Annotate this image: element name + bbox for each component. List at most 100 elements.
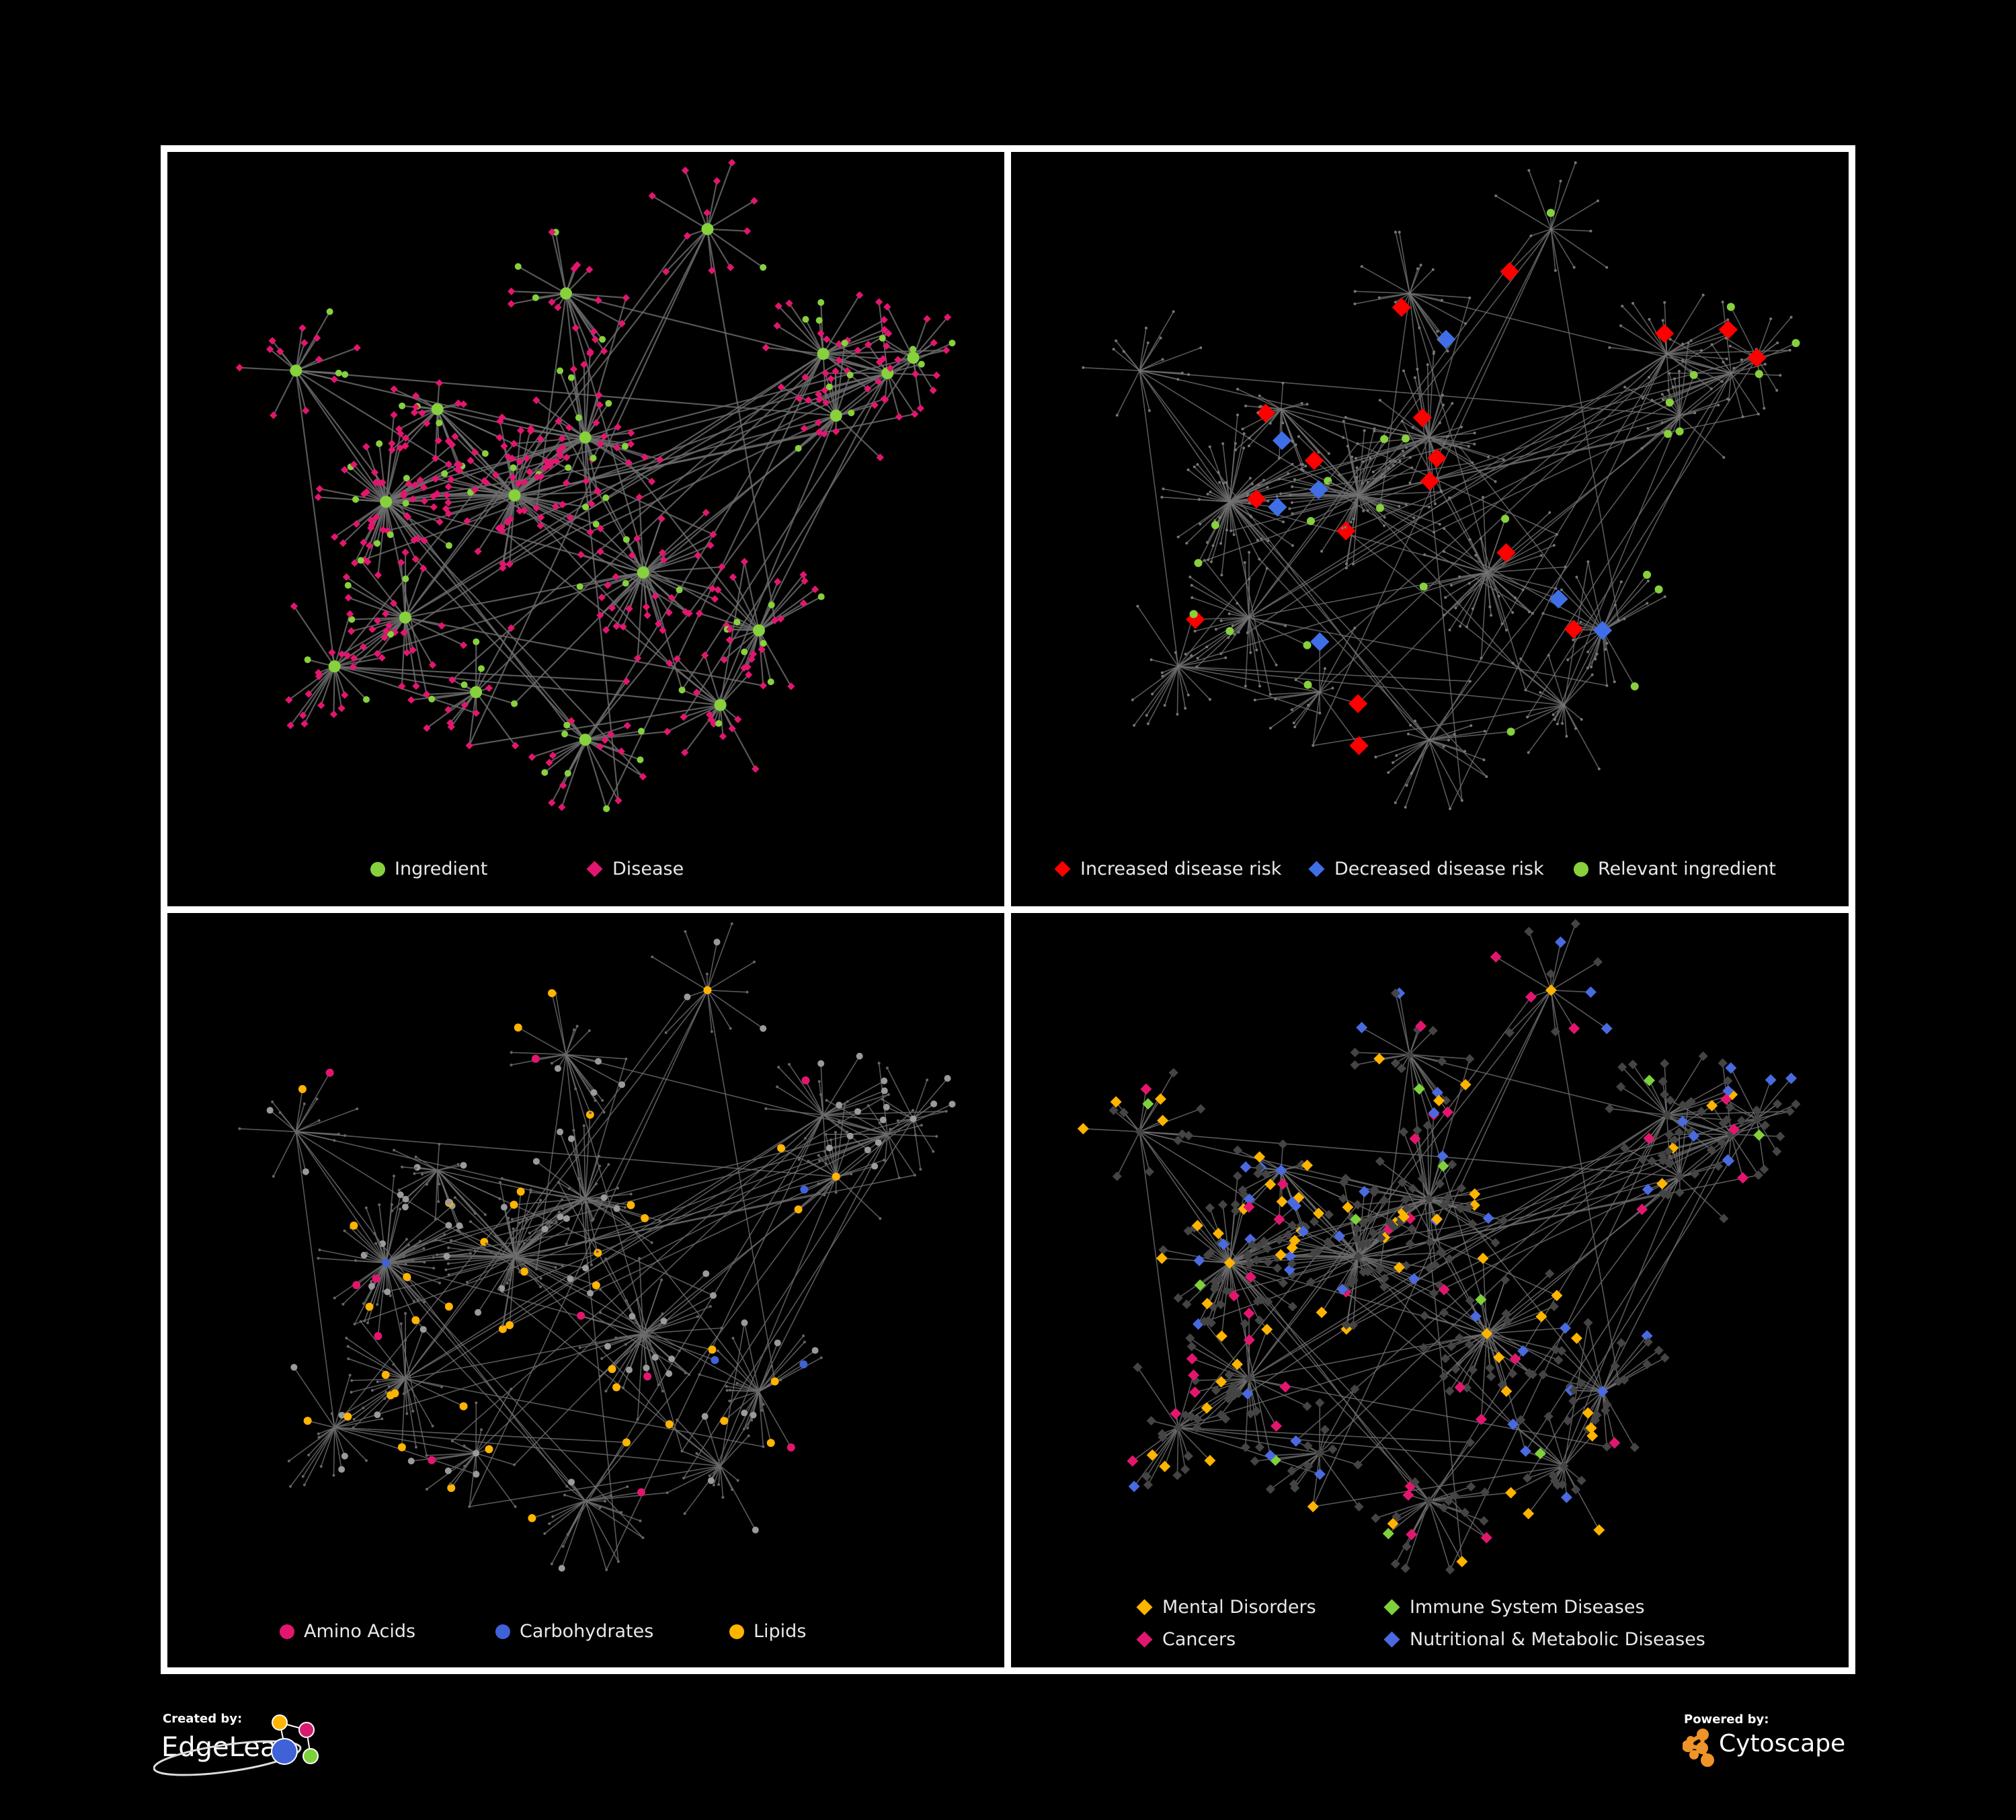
node: [391, 1210, 394, 1213]
disease-node: [911, 410, 919, 418]
edge: [1670, 338, 1732, 374]
disease-node: [713, 177, 721, 185]
node: [1246, 491, 1250, 495]
edge: [1358, 495, 1435, 533]
edge: [272, 1101, 296, 1132]
node: [944, 1109, 948, 1113]
disease-node: [559, 781, 567, 789]
node: [864, 1146, 871, 1154]
edge: [732, 576, 760, 631]
edge: [1357, 430, 1365, 496]
disease-node: [353, 344, 361, 352]
disease-node: [411, 481, 419, 489]
edge: [352, 617, 406, 668]
node: [1661, 319, 1664, 322]
node: [788, 1063, 791, 1066]
disease-node: [591, 335, 600, 344]
edge: [426, 1170, 438, 1185]
node: [522, 1242, 526, 1245]
edge: [1197, 464, 1230, 502]
lipid-node: [514, 1023, 522, 1032]
edge: [405, 617, 764, 686]
edge: [583, 364, 586, 438]
disease-node: [711, 595, 719, 603]
edge: [1666, 329, 1729, 355]
node: [1722, 456, 1726, 459]
immune-disease-node: [1194, 1279, 1206, 1291]
node: [1531, 612, 1534, 615]
edge: [1229, 613, 1250, 619]
node: [347, 1357, 350, 1360]
node: [1447, 738, 1451, 742]
disease-node: [759, 682, 768, 690]
edge: [1178, 1262, 1230, 1299]
edge: [334, 1427, 627, 1443]
node: [1460, 1507, 1470, 1517]
disease-node: [571, 324, 579, 332]
node: [537, 1234, 540, 1237]
disease-node: [800, 424, 809, 432]
node: [567, 1275, 574, 1283]
node: [1344, 566, 1348, 569]
edge: [1319, 1452, 1359, 1466]
node: [1423, 553, 1426, 556]
edge: [637, 572, 644, 659]
edge: [719, 1466, 724, 1498]
edge: [341, 1378, 406, 1416]
edge: [1229, 501, 1487, 777]
disease-node: [516, 458, 524, 466]
edge: [585, 1183, 597, 1199]
disease-node: [405, 480, 413, 488]
edge: [1248, 1378, 1258, 1412]
node: [875, 1139, 882, 1146]
relevant-ingredient-node: [1306, 517, 1315, 526]
node: [1404, 503, 1408, 506]
node: [829, 1138, 832, 1142]
legend-item-cancers: Cancers: [1136, 1629, 1236, 1650]
edge: [565, 1054, 683, 1452]
node: [378, 1203, 381, 1206]
edge: [1189, 576, 1250, 619]
edge: [353, 617, 406, 659]
metabolic-disease-node: [1297, 1226, 1309, 1238]
edge: [1666, 353, 1732, 374]
edge: [1186, 501, 1230, 544]
edge: [565, 1030, 590, 1055]
edge: [1178, 1427, 1320, 1475]
node: [1592, 957, 1603, 967]
ingredient-node: [561, 730, 569, 738]
node: [1290, 501, 1293, 504]
node: [1480, 657, 1483, 660]
node: [1324, 1210, 1334, 1220]
node: [1664, 1158, 1675, 1169]
edge: [1428, 1058, 1471, 1199]
disease-node: [942, 346, 951, 354]
edge: [616, 572, 644, 627]
edge: [820, 1063, 824, 1115]
edge: [584, 1501, 607, 1571]
edge: [334, 657, 382, 668]
decreased-risk-node: [1309, 480, 1328, 500]
disease-node: [594, 487, 602, 495]
node: [1247, 616, 1250, 619]
edge: [1392, 1500, 1430, 1524]
node: [728, 1388, 731, 1392]
node: [1394, 801, 1397, 805]
edge: [557, 420, 644, 573]
node: [592, 1218, 595, 1221]
node: [823, 1150, 826, 1153]
disease-node: [313, 333, 321, 342]
edge: [1554, 1176, 1681, 1481]
node: [1590, 666, 1593, 669]
relevant-ingredient-node: [1726, 303, 1735, 311]
edge: [1428, 437, 1436, 504]
disease-node: [695, 609, 704, 618]
ingredient-node: [477, 665, 485, 672]
node: [1278, 477, 1281, 481]
edge: [758, 1391, 764, 1447]
node: [836, 1101, 843, 1109]
node: [508, 1279, 512, 1282]
disease-node: [368, 625, 376, 633]
node: [1566, 658, 1570, 662]
edge: [334, 1262, 387, 1299]
